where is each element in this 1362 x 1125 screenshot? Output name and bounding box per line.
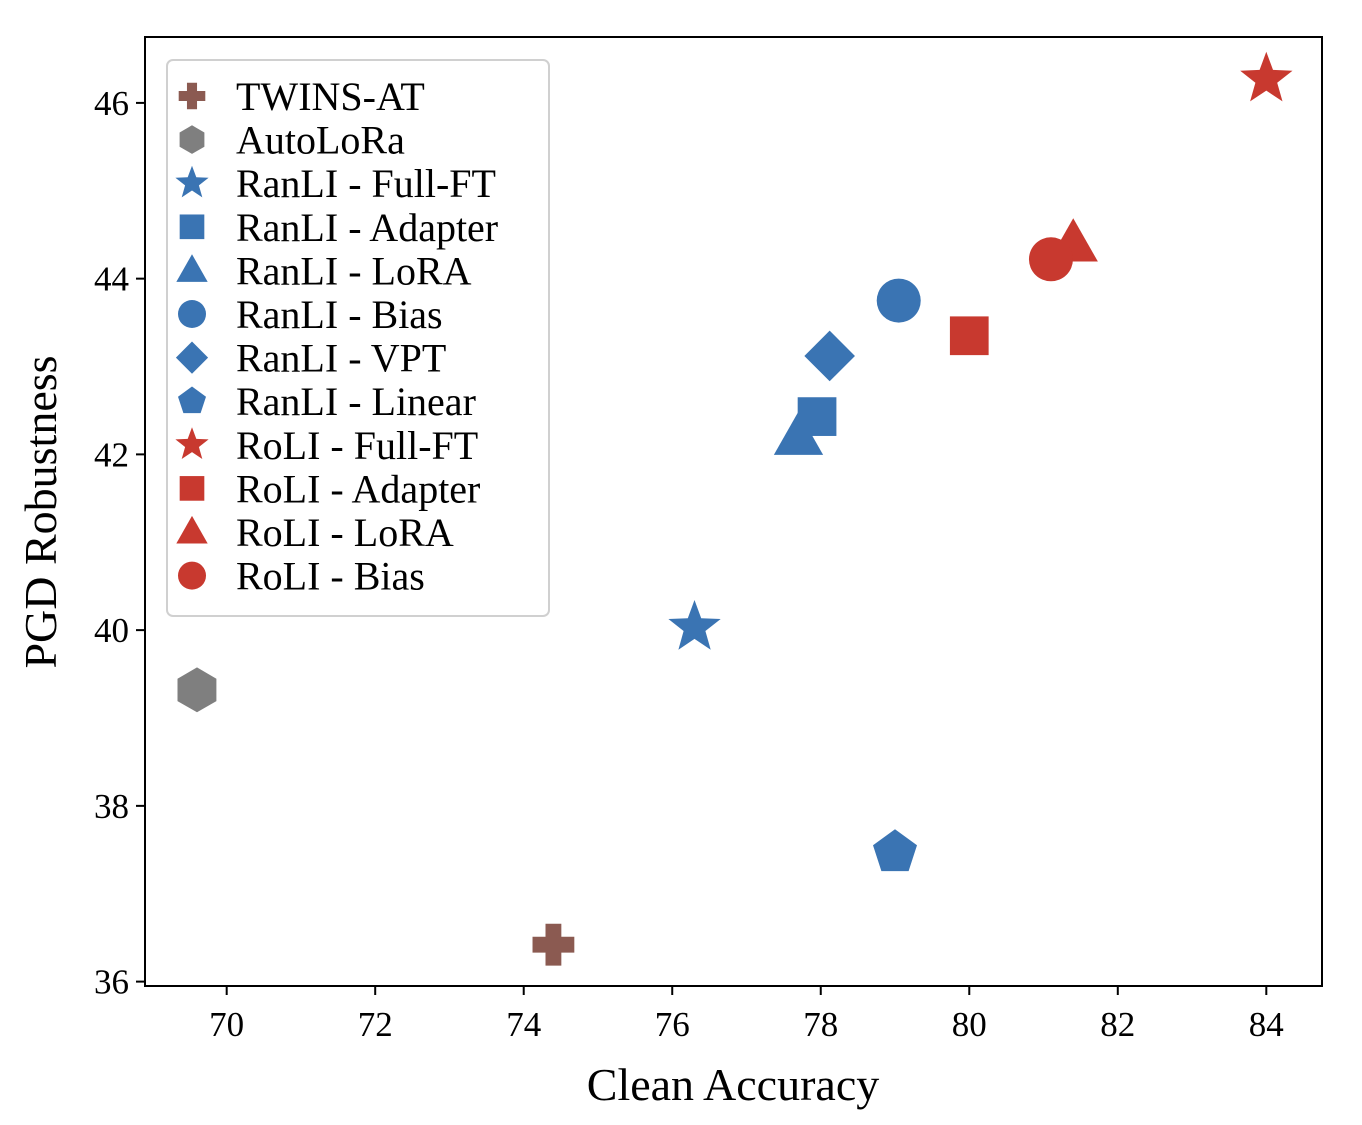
legend-marker-star [175,427,209,459]
legend-marker-diamond [175,341,209,374]
legend-marker-circle [178,561,206,590]
data-point-roli-full-ft [1240,51,1293,102]
y-tick-label: 44 [94,260,129,299]
legend-marker-plus [178,82,206,110]
legend-label: RanLI - LoRA [236,248,472,293]
data-point-roli-bias [1028,237,1073,282]
legend-marker-star [175,165,209,198]
legend-label: AutoLoRa [236,118,405,163]
legend-label: TWINS-AT [236,74,425,119]
x-tick-label: 78 [803,1005,838,1044]
legend-marker-hexagon [179,125,205,154]
data-point-autolora [177,667,217,713]
y-tick-label: 42 [94,435,129,474]
data-point-ranli-linear [873,829,917,872]
legend-label: RanLI - Full-FT [236,161,496,206]
legend-item: RoLI - Full-FT [175,423,478,468]
y-tick-label: 40 [94,611,129,650]
legend-label: RanLI - Bias [236,292,443,337]
x-tick-label: 74 [506,1005,541,1044]
legend-item: RanLI - Bias [178,292,443,337]
legend-marker-square [179,476,205,501]
x-tick-label: 70 [209,1005,244,1044]
legend-item: TWINS-AT [178,74,425,119]
data-point-ranli-lora [773,411,824,455]
legend-marker-triangle [176,254,208,282]
legend-label: RanLI - Linear [236,379,476,424]
data-point-ranli-vpt [804,330,855,382]
legend-label: RoLI - LoRA [236,510,454,555]
x-tick-label: 82 [1100,1005,1135,1044]
legend-item: RoLI - Adapter [179,466,480,511]
data-point-ranli-full-ft [668,600,721,650]
legend-marker-square [179,214,205,240]
x-tick-label: 76 [655,1005,690,1044]
legend-item: RanLI - LoRA [176,248,472,293]
legend-frame [166,59,550,617]
plot-frame [144,36,1323,987]
legend-label: RanLI - VPT [236,336,446,381]
y-axis-label: PGD Robustness [15,355,66,668]
legend-item: RanLI - Full-FT [175,161,496,206]
legend-item: RoLI - LoRA [176,510,454,555]
legend-item: AutoLoRa [179,118,405,163]
legend-label: RoLI - Full-FT [236,423,478,468]
legend-marker-circle [178,300,206,328]
legend-label: RanLI - Adapter [236,205,498,250]
legend-item: RanLI - VPT [175,336,446,381]
legend-marker-pentagon [178,386,206,414]
y-tick-label: 36 [94,963,129,1002]
x-axis-label: Clean Accuracy [587,1059,879,1110]
legend-item: RanLI - Adapter [179,205,498,250]
x-tick-label: 72 [358,1005,393,1044]
data-point-twins-at [532,923,575,966]
legend-label: RoLI - Adapter [236,466,480,511]
legend-item: RanLI - Linear [178,379,476,424]
legend-marker-triangle [176,515,208,544]
x-tick-label: 80 [952,1005,987,1044]
y-tick-label: 46 [94,84,129,123]
data-point-roli-adapter [949,316,989,356]
y-tick-label: 38 [94,787,129,826]
legend-label: RoLI - Bias [236,554,425,599]
legend-item: RoLI - Bias [178,554,425,599]
x-tick-label: 84 [1249,1005,1284,1044]
data-point-ranli-bias [876,278,921,323]
